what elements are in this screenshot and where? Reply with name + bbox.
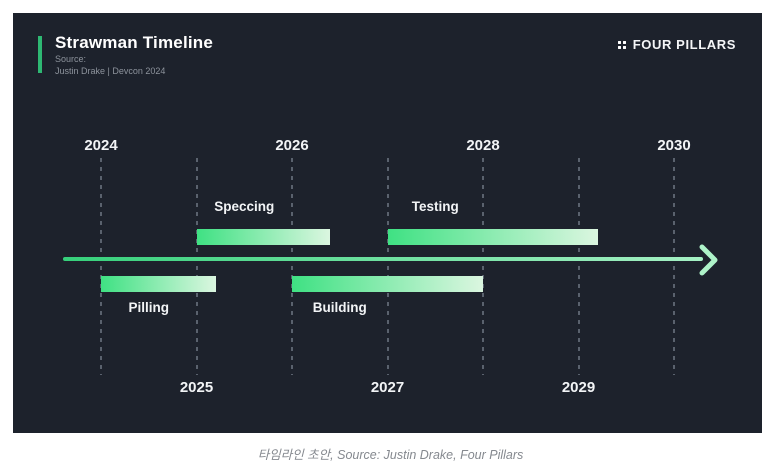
title-block: Strawman Timeline Source: Justin Drake |… xyxy=(55,33,213,77)
phase-bar-speccing xyxy=(196,229,331,245)
year-gridline xyxy=(386,158,389,375)
year-label-top: 2030 xyxy=(657,137,691,154)
phase-bar-pilling xyxy=(101,276,216,292)
year-gridline xyxy=(291,158,293,375)
phase-label-pilling: Pilling xyxy=(128,300,170,315)
year-label-bottom: 2027 xyxy=(370,379,405,396)
year-gridline xyxy=(577,158,580,375)
year-gridline xyxy=(673,158,675,375)
timeline-arrow-shaft xyxy=(62,257,703,261)
phase-bar-testing xyxy=(387,229,598,245)
year-gridline xyxy=(482,158,484,375)
source-label: Source: xyxy=(55,54,87,64)
year-label-top: 2026 xyxy=(275,137,309,154)
timeline-card: Strawman Timeline Source: Justin Drake |… xyxy=(13,13,762,433)
year-gridline xyxy=(195,158,198,375)
timeline-chart: 2024 2026 2028 2030 2025 2027 2029 Speccing Test… xyxy=(13,13,762,433)
figure-caption: 타임라인 초안, Source: Justin Drake, Four Pill… xyxy=(257,448,524,462)
year-label-bottom: 2029 xyxy=(561,379,596,396)
year-label-bottom: 2025 xyxy=(179,379,214,396)
phase-label-speccing: Speccing xyxy=(214,199,275,214)
year-label-top: 2028 xyxy=(466,137,500,154)
phase-label-building: Building xyxy=(312,300,367,315)
chart-title: Strawman Timeline xyxy=(55,33,214,52)
phase-bar-building xyxy=(292,276,483,292)
year-label-top: 2024 xyxy=(84,137,118,154)
title-accent-bar xyxy=(38,36,42,73)
four-dots-icon xyxy=(617,40,626,49)
card-header: Strawman Timeline Source: Justin Drake |… xyxy=(13,13,762,93)
year-gridline xyxy=(100,158,102,375)
brand-logo: FOUR PILLARS xyxy=(617,37,736,52)
source-value: Justin Drake | Devcon 2024 xyxy=(55,66,166,76)
phase-label-testing: Testing xyxy=(411,199,459,214)
brand-name: FOUR PILLARS xyxy=(632,37,736,52)
timeline-arrow-head-icon xyxy=(699,244,721,283)
